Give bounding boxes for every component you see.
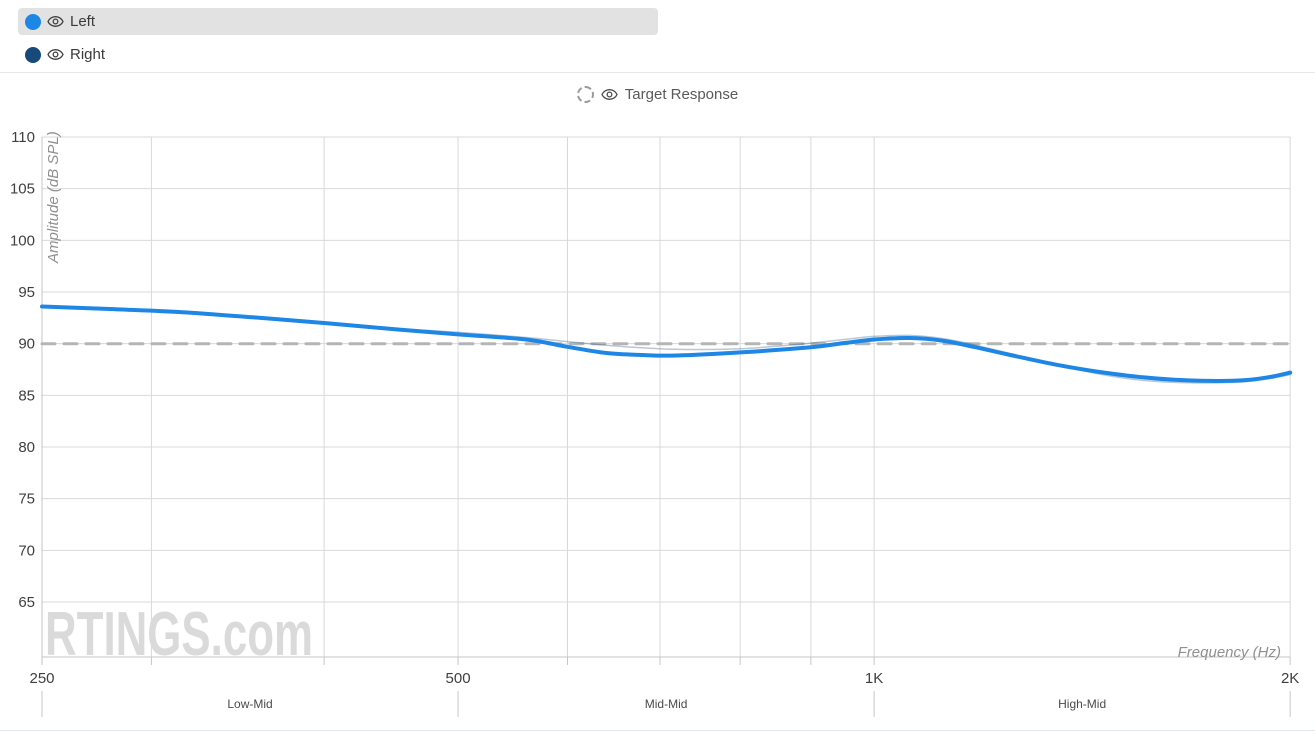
y-tick-label: 85 [18, 387, 35, 404]
y-tick-label: 75 [18, 491, 35, 508]
range-label: High-Mid [1058, 697, 1106, 711]
range-label: Low-Mid [227, 697, 272, 711]
rtings-watermark: RTINGS.com [45, 600, 313, 669]
range-label: Mid-Mid [645, 697, 688, 711]
y-tick-label: 70 [18, 542, 35, 559]
x-tick-label: 1K [865, 670, 883, 687]
legend-divider [0, 72, 1315, 73]
curve-left [40, 304, 1293, 383]
legend-item-target-response[interactable]: Target Response [0, 82, 1315, 106]
y-tick-label: 65 [18, 594, 35, 611]
y-tick-label: 80 [18, 439, 35, 456]
legend-label-right: Right [70, 46, 106, 63]
legend-item-right[interactable]: Right [18, 41, 658, 68]
legend-label-left: Left [70, 13, 96, 30]
right-series-color-swatch [25, 46, 41, 63]
target-response-dashed-swatch [576, 85, 594, 103]
x-tick-label: 250 [29, 670, 54, 687]
series-legend: Left Right [18, 8, 658, 74]
visibility-eye-icon[interactable] [47, 13, 64, 30]
x-tick-label: 500 [446, 670, 471, 687]
legend-item-left[interactable]: Left [18, 8, 658, 35]
legend-label-target-response: Target Response [624, 85, 739, 103]
x-axis-title: Frequency (Hz) [1178, 644, 1281, 661]
y-tick-label: 95 [18, 284, 35, 301]
y-axis-title: Amplitude (dB SPL) [45, 131, 62, 264]
x-tick-label: 2K [1281, 670, 1299, 687]
section-bottom-border [0, 730, 1315, 731]
left-series-color-swatch [25, 13, 41, 30]
y-tick-label: 105 [10, 181, 35, 198]
y-tick-label: 90 [18, 336, 35, 353]
visibility-eye-icon[interactable] [601, 86, 618, 103]
y-tick-label: 110 [11, 129, 35, 146]
visibility-eye-icon[interactable] [47, 46, 64, 63]
y-tick-label: 100 [10, 232, 35, 249]
